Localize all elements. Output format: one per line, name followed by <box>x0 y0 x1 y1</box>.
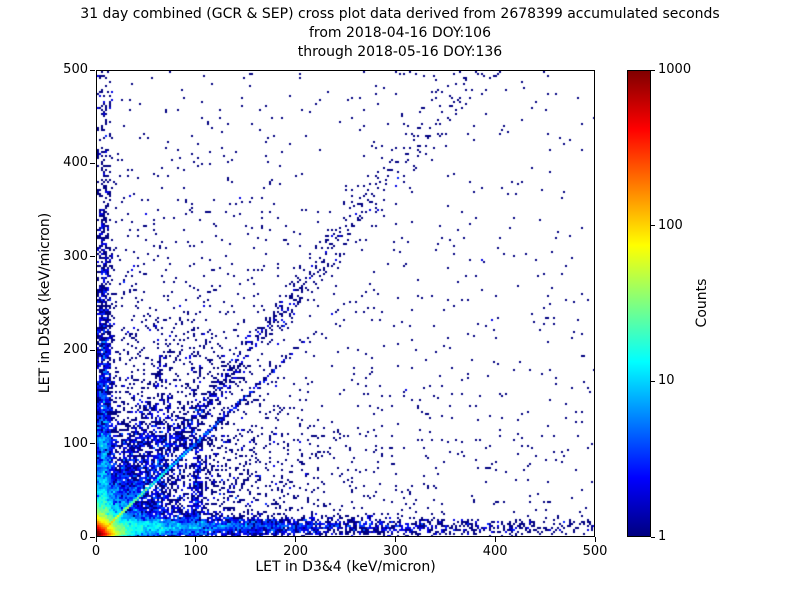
y-axis-label: LET in D5&6 (keV/micron) <box>37 212 53 394</box>
scatter-canvas <box>97 71 594 536</box>
colorbar-tick-mark <box>651 380 655 382</box>
title-line-3: through 2018-05-16 DOY:136 <box>297 44 503 60</box>
x-tick-mark <box>394 537 396 542</box>
title-line-1: 31 day combined (GCR & SEP) cross plot d… <box>80 6 720 22</box>
x-tick-mark <box>195 537 197 542</box>
x-tick-label: 400 <box>482 544 508 559</box>
y-tick-label: 200 <box>63 342 88 358</box>
y-tick-mark <box>90 536 95 538</box>
x-tick-label: 100 <box>183 544 209 559</box>
x-tick-mark <box>594 537 596 542</box>
y-tick-label: 500 <box>63 62 88 77</box>
chart-title: 31 day combined (GCR & SEP) cross plot d… <box>0 5 800 62</box>
colorbar-tick-mark <box>651 536 655 538</box>
y-tick-mark <box>90 256 95 258</box>
y-tick-mark <box>90 443 95 445</box>
x-tick-label: 0 <box>91 544 101 559</box>
x-tick-mark <box>494 537 496 542</box>
colorbar <box>627 70 651 537</box>
colorbar-gradient <box>628 71 650 536</box>
colorbar-tick-label: 10 <box>658 373 675 389</box>
x-tick-label: 500 <box>582 544 608 559</box>
colorbar-tick-mark <box>651 225 655 227</box>
x-tick-mark <box>295 537 297 542</box>
x-tick-mark <box>95 537 97 542</box>
y-tick-label: 400 <box>63 155 88 171</box>
plot-area <box>96 70 595 537</box>
colorbar-tick-label: 1000 <box>658 62 692 77</box>
x-tick-label: 200 <box>283 544 308 559</box>
y-tick-mark <box>90 69 95 71</box>
y-tick-mark <box>90 162 95 164</box>
colorbar-tick-label: 100 <box>658 217 683 233</box>
x-tick-label: 300 <box>382 544 408 559</box>
y-tick-label: 100 <box>63 435 88 451</box>
colorbar-tick-mark <box>651 69 655 71</box>
colorbar-label: Counts <box>694 278 710 328</box>
y-tick-label: 0 <box>79 529 88 544</box>
y-tick-label: 300 <box>63 248 88 264</box>
colorbar-tick-label: 1 <box>658 529 667 544</box>
x-axis-label: LET in D3&4 (keV/micron) <box>255 559 436 575</box>
y-tick-mark <box>90 349 95 351</box>
title-line-2: from 2018-04-16 DOY:106 <box>308 25 491 41</box>
